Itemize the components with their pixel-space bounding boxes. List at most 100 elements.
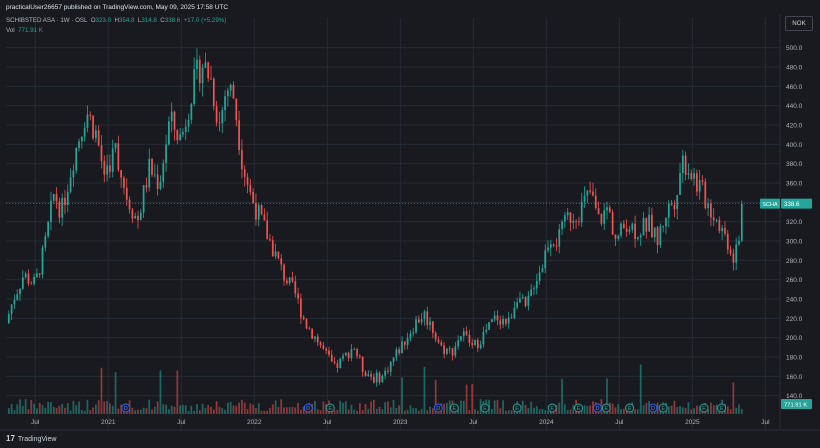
volume-bar bbox=[38, 402, 41, 414]
volume-bar bbox=[187, 410, 190, 414]
volume-bar bbox=[361, 410, 364, 414]
volume-bar bbox=[322, 401, 325, 414]
candle-body bbox=[364, 372, 367, 377]
candle-body bbox=[19, 288, 21, 295]
volume-bar bbox=[592, 401, 594, 414]
earnings-marker-icon bbox=[325, 403, 335, 413]
candle-body bbox=[336, 363, 339, 368]
volume-bar bbox=[44, 407, 47, 414]
candle-body bbox=[378, 372, 381, 383]
candle-body bbox=[33, 276, 35, 284]
candle-body bbox=[50, 200, 52, 222]
candle-body bbox=[176, 130, 179, 141]
event-marker-label: E bbox=[577, 406, 581, 412]
candle-body bbox=[333, 361, 336, 364]
candle-body bbox=[221, 109, 224, 124]
volume-bar bbox=[679, 405, 681, 414]
candle-body bbox=[712, 217, 715, 221]
volume-bar bbox=[204, 408, 207, 414]
candle-body bbox=[403, 341, 406, 345]
y-tick-label: 140.0 bbox=[786, 393, 803, 400]
volume-bar bbox=[471, 384, 474, 414]
volume-bar bbox=[159, 370, 162, 414]
volume-bar bbox=[207, 405, 210, 414]
volume-bar bbox=[533, 407, 535, 414]
dividend-marker-icon bbox=[303, 403, 313, 413]
volume-bar bbox=[111, 405, 114, 414]
candle-body bbox=[66, 191, 69, 205]
candle-body bbox=[226, 90, 229, 97]
volume-bar bbox=[280, 399, 283, 414]
candle-body bbox=[451, 348, 454, 356]
volume-bar bbox=[468, 410, 471, 414]
candle-body bbox=[614, 234, 617, 239]
candle-body bbox=[207, 62, 210, 79]
candle-body bbox=[493, 315, 496, 320]
volume-bar bbox=[547, 410, 549, 414]
volume-bar bbox=[263, 410, 266, 414]
candle-body bbox=[128, 199, 131, 210]
volume-bar bbox=[358, 403, 361, 414]
candle-body bbox=[86, 114, 89, 129]
candle-body bbox=[552, 244, 555, 246]
candle-body bbox=[64, 197, 66, 205]
volume-bar bbox=[288, 407, 291, 414]
candle-body bbox=[724, 227, 726, 234]
candle-body bbox=[353, 349, 356, 350]
tradingview-logo-icon: 17 bbox=[6, 434, 15, 443]
last-volume-label-bg bbox=[781, 399, 812, 409]
candle-body bbox=[521, 297, 524, 299]
candle-body bbox=[558, 229, 561, 247]
volume-bar bbox=[291, 406, 294, 414]
candle-body bbox=[440, 342, 443, 346]
candle-body bbox=[656, 227, 659, 245]
candle-body bbox=[297, 293, 299, 299]
candle-body bbox=[78, 141, 80, 148]
candle-body bbox=[252, 191, 255, 203]
event-marker-label: D bbox=[436, 406, 440, 412]
footer-branding[interactable]: 17 TradingView bbox=[6, 434, 56, 443]
y-tick-label: 280.0 bbox=[786, 258, 803, 265]
candle-body bbox=[446, 348, 448, 354]
volume-bar bbox=[302, 406, 305, 414]
currency-button[interactable]: NOK bbox=[785, 16, 813, 31]
event-marker-label: D bbox=[595, 406, 599, 412]
y-tick-label: 300.0 bbox=[786, 239, 803, 246]
y-tick-label: 480.0 bbox=[786, 65, 803, 72]
volume-bar bbox=[168, 409, 170, 414]
volume-bar bbox=[170, 405, 173, 414]
volume-bar bbox=[336, 409, 339, 414]
volume-bar bbox=[210, 406, 212, 414]
candle-body bbox=[735, 244, 738, 263]
candle-body bbox=[583, 195, 586, 202]
event-marker-label: E bbox=[628, 406, 632, 412]
candle-body bbox=[263, 214, 266, 221]
candle-body bbox=[608, 207, 611, 213]
candle-body bbox=[344, 352, 347, 356]
candle-body bbox=[139, 212, 142, 221]
candle-body bbox=[27, 273, 30, 284]
candle-body bbox=[375, 372, 378, 383]
candle-body bbox=[212, 78, 215, 107]
candle-body bbox=[510, 317, 513, 319]
volume-bar bbox=[726, 406, 729, 414]
volume-bar bbox=[510, 410, 513, 414]
dividend-marker-icon bbox=[592, 403, 602, 413]
last-price-group: SCHA 338.6 771.91 K bbox=[6, 198, 812, 409]
candle-body bbox=[667, 203, 670, 218]
candle-body bbox=[89, 114, 92, 116]
candle-body bbox=[120, 170, 123, 178]
candle-body bbox=[21, 277, 24, 289]
volume-bar bbox=[420, 408, 423, 414]
candle-body bbox=[659, 226, 662, 245]
candle-body bbox=[16, 294, 19, 300]
candle-body bbox=[347, 352, 350, 359]
volume-bar bbox=[182, 404, 184, 414]
volume-bar bbox=[530, 401, 533, 414]
candle-body bbox=[47, 221, 49, 237]
volume-bar bbox=[398, 405, 401, 414]
candle-body bbox=[358, 355, 361, 357]
candle-body bbox=[434, 332, 437, 340]
